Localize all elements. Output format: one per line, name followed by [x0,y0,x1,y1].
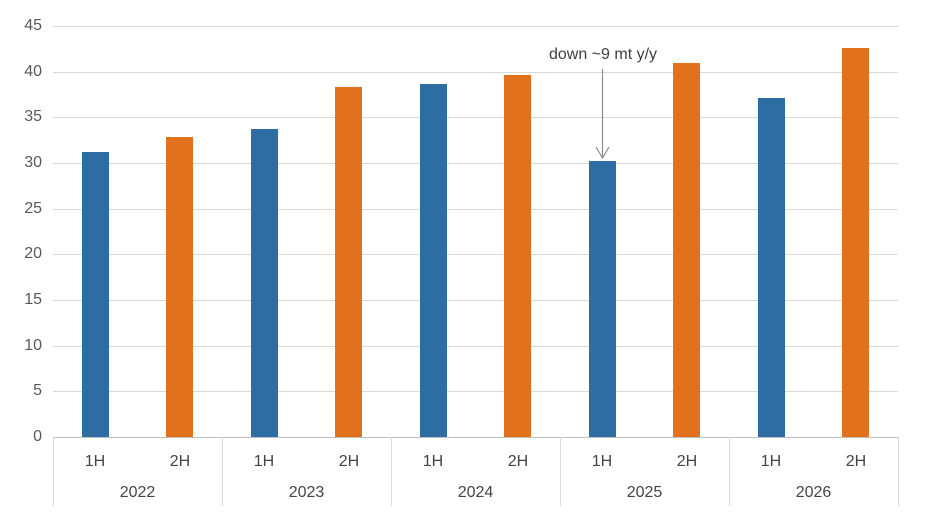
x-label-2022-2H: 2H [169,453,191,470]
bar-2022-1H [82,152,109,437]
bar-2022-2H [166,137,193,437]
x-group-label-2023: 2023 [288,484,325,501]
gridline [53,72,898,73]
x-label-2023-1H: 1H [253,453,275,470]
y-tick-label: 40 [24,63,42,80]
x-label-2023-2H: 2H [338,453,360,470]
bar-2026-2H [842,48,869,437]
annotation-label: down ~9 mt y/y [548,46,658,63]
x-axis-group-separator [560,437,561,506]
y-tick-label: 20 [24,245,42,262]
bar-2023-1H [251,129,278,437]
gridline [53,209,898,210]
y-tick-label: 35 [24,108,42,125]
x-group-label-2024: 2024 [457,484,494,501]
x-group-label-2025: 2025 [626,484,663,501]
y-tick-label: 25 [24,200,42,217]
y-tick-label: 10 [24,337,42,354]
gridline [53,254,898,255]
x-label-2024-2H: 2H [507,453,529,470]
bar-2026-1H [758,98,785,437]
y-tick-label: 0 [33,428,42,445]
y-tick-label: 30 [24,154,42,171]
x-label-2026-2H: 2H [845,453,867,470]
x-group-label-2026: 2026 [795,484,832,501]
gridline [53,117,898,118]
x-axis-line [53,437,898,438]
x-axis-group-separator [391,437,392,506]
gridline [53,163,898,164]
gridline [53,346,898,347]
x-label-2025-1H: 1H [591,453,613,470]
x-axis-group-separator [222,437,223,506]
x-axis-group-separator [729,437,730,506]
x-label-2022-1H: 1H [84,453,106,470]
gridline [53,26,898,27]
x-label-2026-1H: 1H [760,453,782,470]
x-axis-group-separator [898,437,899,506]
bar-2024-2H [504,75,531,437]
x-label-2024-1H: 1H [422,453,444,470]
y-tick-label: 45 [24,17,42,34]
bar-2024-1H [420,84,447,437]
x-group-label-2022: 2022 [119,484,156,501]
y-tick-label: 5 [33,382,42,399]
y-tick-label: 15 [24,291,42,308]
x-axis-group-separator [53,437,54,506]
bar-2025-2H [673,63,700,437]
x-label-2025-2H: 2H [676,453,698,470]
gridline [53,300,898,301]
bar-2023-2H [335,87,362,437]
annotation-down-arrow-icon [595,69,610,160]
bar-2025-1H [589,161,616,437]
gridline [53,391,898,392]
